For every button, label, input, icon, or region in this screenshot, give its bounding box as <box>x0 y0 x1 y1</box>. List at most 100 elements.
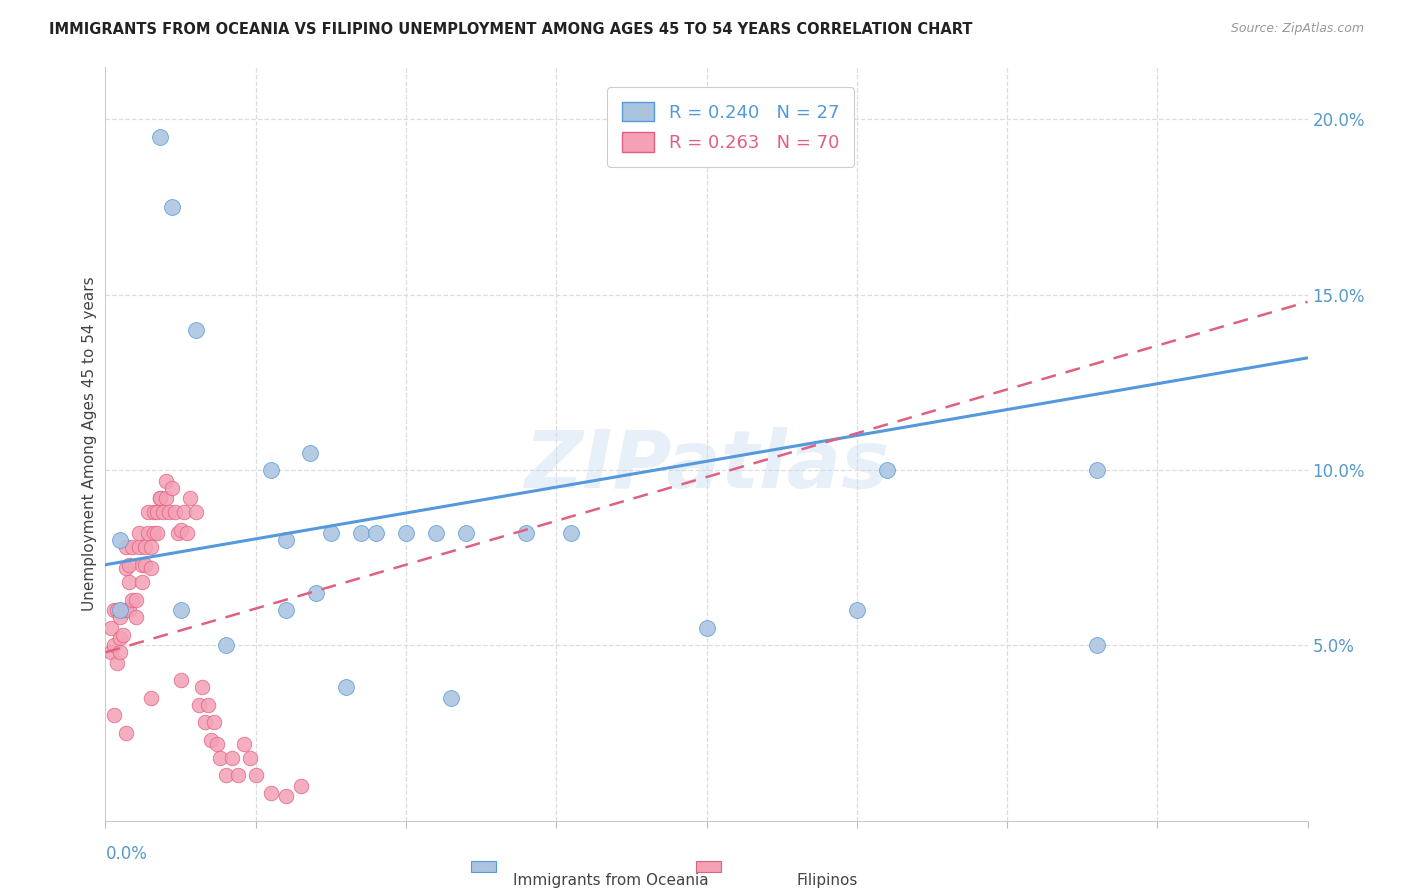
Point <box>142 526 165 541</box>
Point <box>298 445 321 459</box>
Point <box>260 463 283 477</box>
Point <box>100 645 122 659</box>
Point <box>232 737 254 751</box>
Point <box>142 505 165 519</box>
Point <box>148 130 170 145</box>
Point <box>134 540 156 554</box>
Point <box>205 737 228 751</box>
Text: ZIPatlas: ZIPatlas <box>524 427 889 506</box>
Point <box>155 491 177 505</box>
Legend: R = 0.240   N = 27, R = 0.263   N = 70: R = 0.240 N = 27, R = 0.263 N = 70 <box>607 87 853 167</box>
Point <box>145 505 167 519</box>
Point <box>118 603 141 617</box>
Point <box>118 575 141 590</box>
Point <box>112 603 135 617</box>
Point <box>152 505 174 519</box>
Point <box>110 533 132 548</box>
Point <box>197 698 219 712</box>
Point <box>221 750 243 764</box>
Point <box>456 526 478 541</box>
Point <box>134 558 156 572</box>
Point <box>169 523 191 537</box>
Point <box>260 786 283 800</box>
Point <box>187 698 209 712</box>
Y-axis label: Unemployment Among Ages 45 to 54 years: Unemployment Among Ages 45 to 54 years <box>82 277 97 611</box>
Text: Filipinos: Filipinos <box>796 873 858 888</box>
Point <box>274 789 297 803</box>
Point <box>214 638 236 652</box>
Point <box>160 200 183 214</box>
Point <box>226 768 249 782</box>
Point <box>214 768 236 782</box>
Point <box>103 603 125 617</box>
Point <box>184 323 207 337</box>
Point <box>118 558 141 572</box>
Point <box>115 561 138 575</box>
Point <box>845 603 868 617</box>
Text: IMMIGRANTS FROM OCEANIA VS FILIPINO UNEMPLOYMENT AMONG AGES 45 TO 54 YEARS CORRE: IMMIGRANTS FROM OCEANIA VS FILIPINO UNEM… <box>49 22 973 37</box>
Point <box>163 505 186 519</box>
Point <box>136 505 159 519</box>
Point <box>155 474 177 488</box>
Point <box>515 526 537 541</box>
Point <box>148 491 170 505</box>
Point <box>121 540 143 554</box>
Text: Source: ZipAtlas.com: Source: ZipAtlas.com <box>1230 22 1364 36</box>
Point <box>124 610 146 624</box>
Point <box>121 592 143 607</box>
Point <box>136 526 159 541</box>
Point <box>139 690 162 705</box>
Point <box>194 715 217 730</box>
Point <box>319 526 342 541</box>
Point <box>157 505 180 519</box>
Point <box>184 505 207 519</box>
Point <box>239 750 262 764</box>
Point <box>107 656 129 670</box>
Point <box>100 621 122 635</box>
Text: 0.0%: 0.0% <box>105 845 148 863</box>
Point <box>115 540 138 554</box>
Point <box>876 463 898 477</box>
Point <box>110 632 132 646</box>
Point <box>290 779 312 793</box>
Point <box>335 681 357 695</box>
Point <box>107 603 129 617</box>
Point <box>128 540 150 554</box>
Point <box>1085 638 1108 652</box>
Point <box>208 750 231 764</box>
Point <box>696 621 718 635</box>
Point <box>103 708 125 723</box>
Point <box>179 491 201 505</box>
Point <box>200 733 222 747</box>
Point <box>139 561 162 575</box>
Point <box>176 526 198 541</box>
Point <box>145 526 167 541</box>
Point <box>364 526 387 541</box>
Point <box>160 481 183 495</box>
Point <box>169 603 191 617</box>
Point <box>169 673 191 688</box>
Point <box>166 526 188 541</box>
Point <box>173 505 195 519</box>
Point <box>560 526 582 541</box>
Point <box>128 526 150 541</box>
Point <box>112 628 135 642</box>
Point <box>103 638 125 652</box>
Point <box>131 575 153 590</box>
Text: Immigrants from Oceania: Immigrants from Oceania <box>513 873 709 888</box>
Point <box>440 690 463 705</box>
Point <box>202 715 225 730</box>
Point <box>274 603 297 617</box>
Point <box>190 681 212 695</box>
Point <box>350 526 373 541</box>
Point <box>395 526 418 541</box>
Point <box>148 491 170 505</box>
Point <box>124 592 146 607</box>
Point <box>139 540 162 554</box>
Point <box>110 645 132 659</box>
Point <box>110 603 132 617</box>
Point <box>115 603 138 617</box>
Point <box>115 726 138 740</box>
Point <box>1085 463 1108 477</box>
Point <box>245 768 267 782</box>
